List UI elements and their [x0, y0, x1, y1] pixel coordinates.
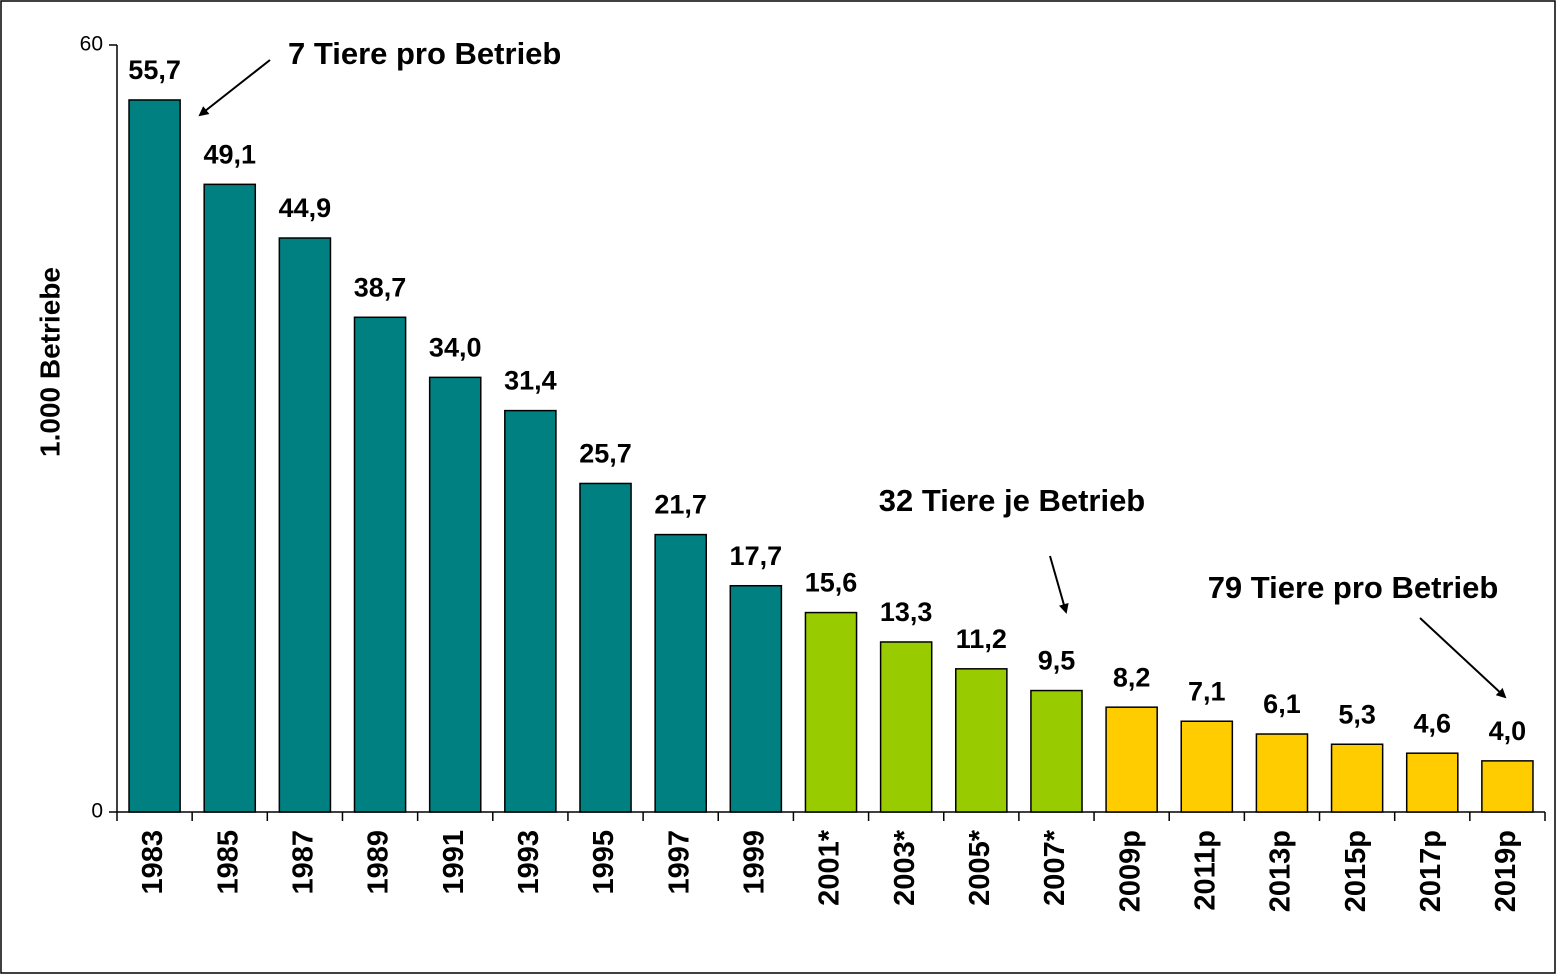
- value-label: 13,3: [880, 597, 933, 627]
- value-label: 5,3: [1338, 699, 1376, 729]
- x-tick-label: 1999: [738, 830, 770, 895]
- bar: [428, 376, 482, 813]
- bar: [879, 641, 933, 813]
- bar: [729, 584, 783, 813]
- bar: [1255, 733, 1309, 813]
- annotation: 7 Tiere pro Betrieb: [288, 36, 561, 71]
- x-tick-label: 1985: [212, 830, 244, 895]
- y-tick-label: 0: [91, 800, 103, 823]
- bar: [128, 99, 181, 813]
- x-tick-label: 2019p: [1490, 830, 1522, 912]
- bar: [1481, 760, 1534, 813]
- bar: [804, 611, 858, 813]
- x-tick-label: 1991: [438, 830, 470, 895]
- x-tick-label: 2009p: [1114, 830, 1146, 912]
- annotation: 79 Tiere pro Betrieb: [1208, 570, 1499, 605]
- x-tick-label: 2001*: [814, 829, 846, 906]
- value-label: 4,6: [1413, 708, 1451, 738]
- bar: [654, 533, 707, 813]
- x-tick-label: 1997: [663, 830, 695, 895]
- bar: [1105, 706, 1158, 813]
- x-tick-label: 1995: [588, 830, 620, 895]
- bar: [278, 237, 332, 813]
- y-axis-label: 1.000 Betriebe: [34, 267, 65, 457]
- value-label: 15,6: [805, 568, 858, 598]
- arrow: [1049, 555, 1069, 614]
- x-tick-label: 2015p: [1340, 830, 1372, 912]
- value-label: 55,7: [128, 55, 181, 85]
- arrow: [198, 59, 271, 117]
- value-label: 6,1: [1263, 689, 1301, 719]
- value-label: 25,7: [579, 439, 632, 469]
- x-tick-label: 2017p: [1415, 830, 1447, 912]
- value-label: 17,7: [730, 541, 783, 571]
- value-label: 4,0: [1489, 716, 1527, 746]
- arrow: [1419, 617, 1507, 699]
- y-tick-label: 60: [80, 33, 103, 56]
- x-tick-label: 1993: [513, 830, 545, 895]
- x-tick-label: 1989: [363, 830, 395, 895]
- value-label: 9,5: [1038, 646, 1076, 676]
- bar: [353, 316, 407, 813]
- value-label: 8,2: [1113, 662, 1151, 692]
- annotation: 32 Tiere je Betrieb: [879, 483, 1146, 518]
- x-tick-label: 1987: [288, 830, 320, 895]
- x-tick-label: 2007*: [1039, 829, 1071, 906]
- x-tick-label: 2011p: [1189, 830, 1221, 911]
- bar: [1330, 743, 1384, 813]
- value-label: 34,0: [429, 332, 482, 362]
- value-label: 21,7: [654, 490, 707, 520]
- x-tick-label: 2013p: [1265, 830, 1297, 912]
- value-label: 49,1: [203, 139, 256, 169]
- value-label: 31,4: [504, 366, 557, 396]
- bar: [504, 409, 557, 813]
- bar: [955, 668, 1008, 813]
- x-tick-label: 2003*: [889, 829, 921, 906]
- value-label: 11,2: [956, 624, 1007, 654]
- x-tick-label: 2005*: [964, 829, 996, 906]
- bar: [1180, 720, 1234, 813]
- value-label: 38,7: [354, 272, 407, 302]
- value-label: 7,1: [1188, 676, 1226, 706]
- value-label: 44,9: [279, 193, 332, 223]
- bar: [203, 183, 257, 813]
- bar: [1405, 752, 1459, 813]
- bar: [579, 482, 632, 813]
- bar: [1030, 689, 1083, 813]
- x-tick-label: 1983: [137, 830, 169, 895]
